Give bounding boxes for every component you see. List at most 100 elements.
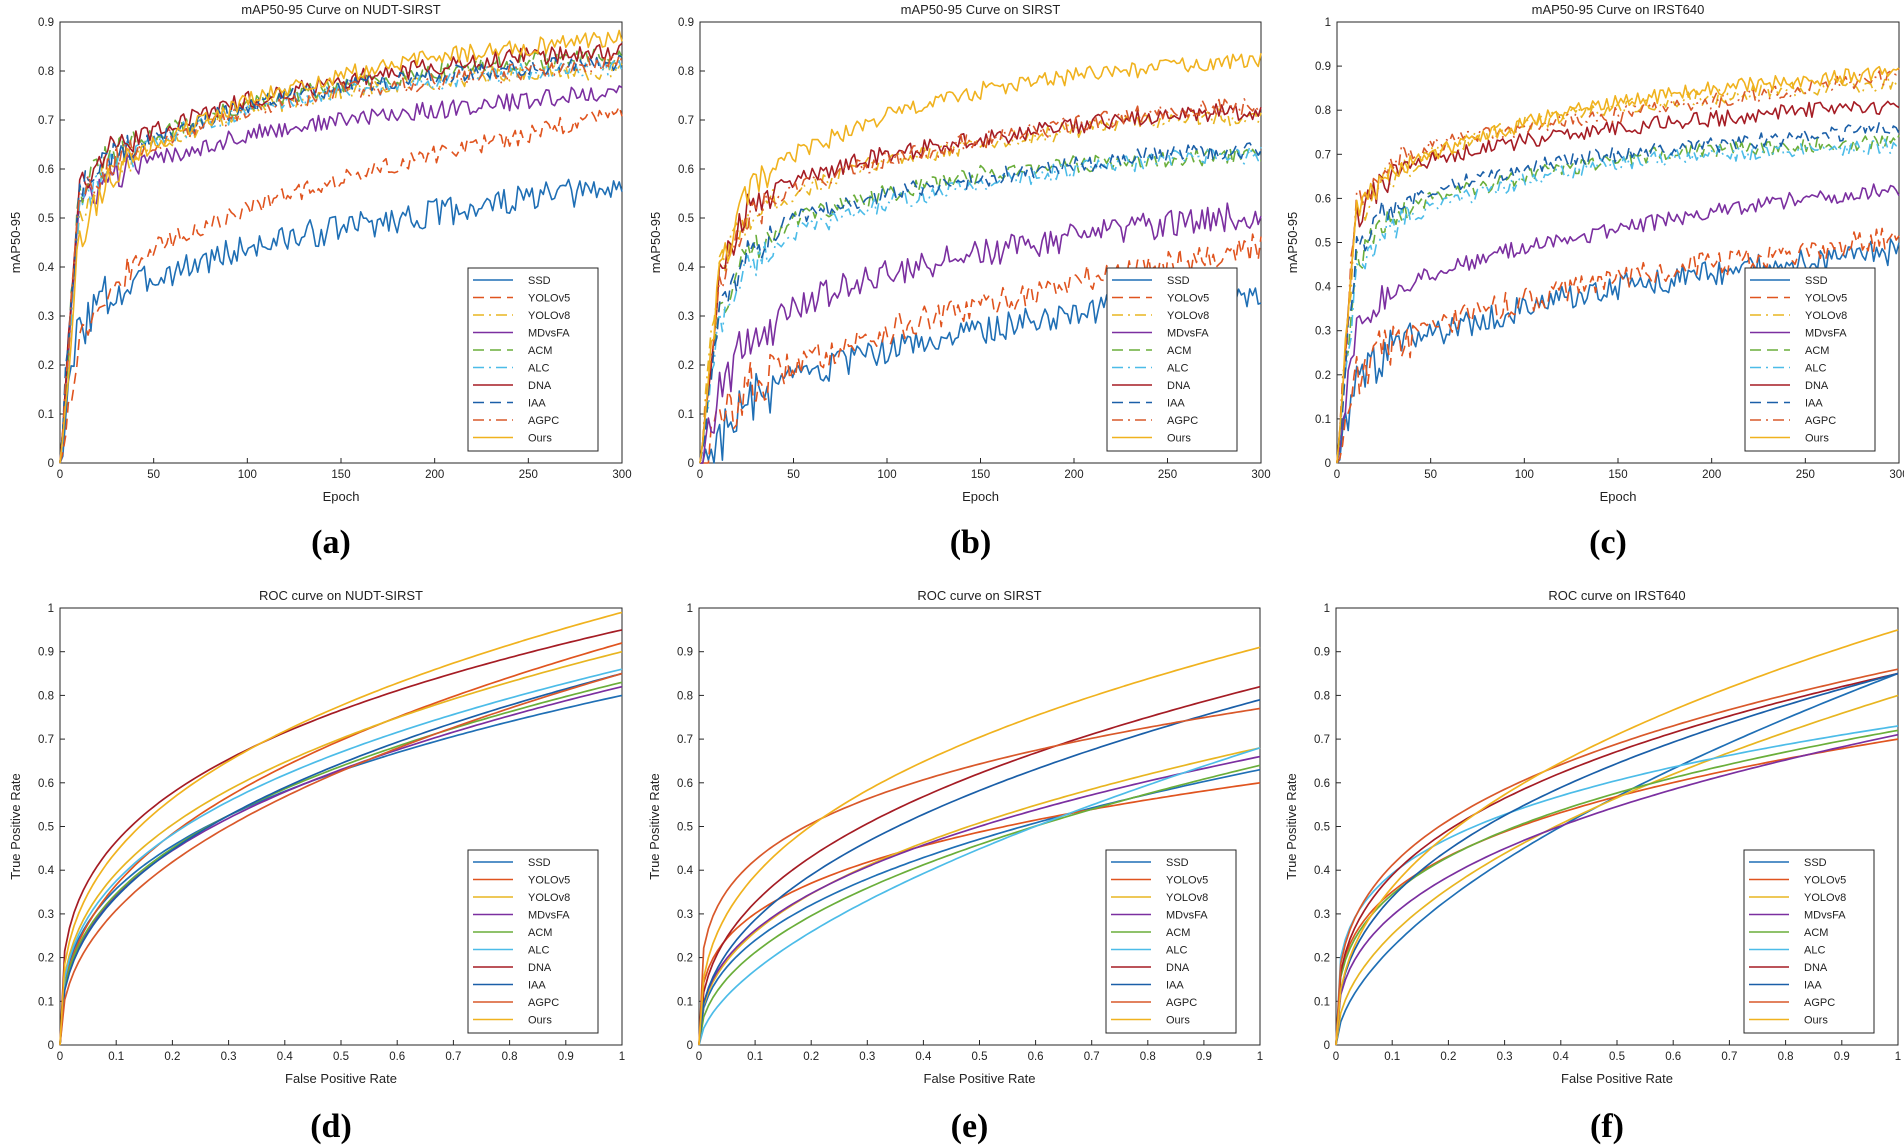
x-tick-label: 0	[57, 469, 63, 481]
series-line-ours	[1335, 629, 1899, 1046]
y-tick-label: 0.1	[677, 996, 693, 1008]
chart-panel-2: mAP50-95 Curve on SIRST 0 50 100 150 200 250 30…	[648, 2, 1271, 561]
y-tick-label: 0.1	[678, 409, 694, 421]
series-line-mdvsfa	[59, 85, 623, 464]
series-line-ours	[698, 646, 1261, 1046]
y-tick-label: 0.8	[38, 66, 54, 78]
legend-label: YOLOv8	[1166, 892, 1208, 904]
legend-label: IAA	[528, 398, 546, 410]
subfigure-label: (c)	[1589, 524, 1627, 561]
legend-label: AGPC	[528, 415, 559, 427]
legend-label: YOLOv5	[1166, 875, 1208, 887]
y-tick-label: 0	[1325, 458, 1331, 470]
y-tick-label: 0.5	[1314, 822, 1330, 834]
legend-label: DNA	[1804, 962, 1828, 974]
series-line-acm	[1335, 729, 1899, 1046]
series-group	[1335, 629, 1899, 1046]
y-tick-label: 0.8	[1314, 690, 1330, 702]
x-tick-label: 0.7	[1084, 1051, 1100, 1063]
legend-label: Ours	[1166, 1015, 1190, 1027]
x-tick-label: 300	[1251, 469, 1270, 481]
legend-label: IAA	[528, 980, 546, 992]
legend-label: MDvsFA	[1167, 328, 1209, 340]
x-tick-label: 0	[697, 469, 703, 481]
y-tick-label: 0.4	[1314, 865, 1331, 877]
y-tick-label: 0.5	[38, 822, 54, 834]
series-line-acm	[698, 764, 1261, 1046]
x-tick-label: 50	[1424, 469, 1437, 481]
series-line-yolov5	[698, 781, 1261, 1046]
y-tick-label: 0.9	[38, 647, 54, 659]
chart-panel-1: mAP50-95 Curve on NUDT-SIRST 0 50 100 150 200…	[8, 2, 632, 561]
x-axis: 0 50 100 150 200 250 300	[1334, 458, 1904, 481]
x-tick-label: 1	[1257, 1051, 1263, 1063]
legend-label: ACM	[1166, 927, 1190, 939]
y-axis: 0 0.1 0.2 0.3 0.4 0.5 0.6 0.7 0.8 0.9 1	[677, 603, 704, 1052]
y-tick-label: 0.3	[38, 311, 54, 323]
series-line-agpc	[1336, 68, 1900, 464]
y-tick-label: 0	[688, 458, 694, 470]
legend-label: YOLOv8	[528, 310, 570, 322]
x-tick-label: 0.8	[1778, 1051, 1794, 1063]
legend-label: YOLOv5	[1805, 293, 1847, 305]
x-tick-label: 100	[1515, 469, 1534, 481]
x-tick-label: 0.9	[1196, 1051, 1212, 1063]
y-tick-label: 0	[48, 458, 54, 470]
y-axis: 0 0.1 0.2 0.3 0.4 0.5 0.6 0.7 0.8 0.9	[38, 17, 65, 470]
legend-label: DNA	[528, 380, 552, 392]
series-line-yolov8	[1335, 694, 1899, 1046]
x-tick-label: 250	[519, 469, 538, 481]
x-tick-label: 0	[1333, 1051, 1339, 1063]
x-tick-label: 50	[147, 469, 160, 481]
legend-label: DNA	[1167, 380, 1191, 392]
x-tick-label: 50	[787, 469, 800, 481]
legend-label: YOLOv8	[1805, 310, 1847, 322]
legend-label: YOLOv8	[1167, 310, 1209, 322]
y-tick-label: 0.6	[1315, 193, 1331, 205]
legend-label: AGPC	[1805, 415, 1836, 427]
y-tick-label: 0.6	[38, 778, 54, 790]
series-line-agpc	[59, 672, 623, 1046]
legend-label: AGPC	[1166, 997, 1197, 1009]
chart-title: ROC curve on NUDT-SIRST	[259, 588, 423, 603]
series-line-ours	[1336, 65, 1900, 464]
series-line-yolov5	[700, 233, 1262, 464]
legend-label: YOLOv5	[1804, 875, 1846, 887]
legend-label: ALC	[1804, 945, 1825, 957]
x-axis-label: Epoch	[1600, 489, 1637, 504]
series-group	[1336, 65, 1900, 464]
legend-label: MDvsFA	[1166, 910, 1208, 922]
y-tick-label: 0.4	[38, 262, 55, 274]
y-tick-label: 0.9	[677, 647, 693, 659]
legend-label: ALC	[528, 945, 549, 957]
legend-label: IAA	[1805, 398, 1823, 410]
y-tick-label: 1	[687, 603, 693, 615]
chart-title: ROC curve on IRST640	[1548, 588, 1685, 603]
series-group	[59, 611, 623, 1046]
y-tick-label: 0.7	[677, 734, 693, 746]
series-line-agpc	[698, 707, 1261, 1046]
legend-label: DNA	[1805, 380, 1829, 392]
x-tick-label: 200	[1064, 469, 1083, 481]
x-tick-label: 0.9	[1834, 1051, 1850, 1063]
series-line-iaa	[698, 698, 1261, 1046]
x-tick-label: 100	[877, 469, 896, 481]
series-line-agpc	[59, 53, 623, 464]
y-tick-label: 0.1	[1314, 996, 1330, 1008]
subfigure-label: (f)	[1590, 1108, 1624, 1145]
x-tick-label: 150	[1608, 469, 1627, 481]
legend-label: ACM	[1805, 345, 1829, 357]
y-tick-label: 0.5	[38, 213, 54, 225]
legend-label: SSD	[1805, 275, 1828, 287]
legend-label: ACM	[1804, 927, 1828, 939]
legend-label: DNA	[528, 962, 552, 974]
legend-label: SSD	[1166, 857, 1189, 869]
y-axis-label: True Positive Rate	[1284, 773, 1299, 879]
legend-label: IAA	[1167, 398, 1185, 410]
x-tick-label: 0.6	[389, 1051, 405, 1063]
y-tick-label: 1	[1325, 17, 1331, 29]
legend-label: IAA	[1166, 980, 1184, 992]
y-axis-label: mAP50-95	[648, 212, 663, 273]
